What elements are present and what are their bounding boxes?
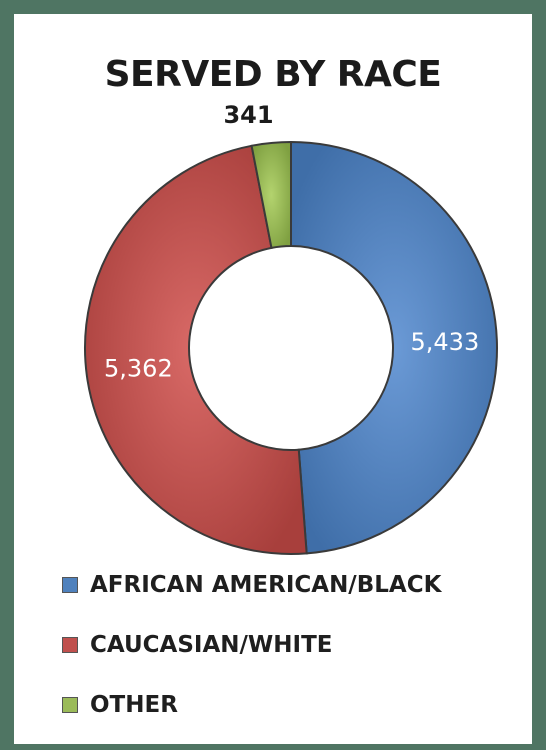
legend-item-caucasian-white: CAUCASIAN/WHITE [62, 630, 441, 660]
slice-african-american-black [290, 140, 498, 555]
legend-item-african-american-black: AFRICAN AMERICAN/BLACK [62, 570, 441, 600]
legend-label: CAUCASIAN/WHITE [90, 632, 333, 658]
legend-item-other: OTHER [62, 690, 441, 720]
donut-chart: 5,433 5,362 341 [84, 101, 498, 555]
slice-other [250, 140, 292, 250]
chart-panel: SERVED BY RACE 5,433 5,362 341 AFRICAN AME… [14, 14, 532, 744]
slice-caucasian-white [84, 144, 308, 555]
legend-swatch-red [62, 637, 78, 653]
legend-swatch-green [62, 697, 78, 713]
chart-title: SERVED BY RACE [104, 54, 442, 95]
data-label-other: 341 [223, 101, 273, 129]
legend-label: AFRICAN AMERICAN/BLACK [90, 572, 442, 598]
legend-swatch-blue [62, 577, 78, 593]
data-label-caucasian-white: 5,362 [104, 355, 173, 383]
legend-label: OTHER [90, 692, 178, 718]
data-label-african-american-black: 5,433 [411, 328, 480, 356]
legend: AFRICAN AMERICAN/BLACK CAUCASIAN/WHITE O… [62, 570, 441, 750]
